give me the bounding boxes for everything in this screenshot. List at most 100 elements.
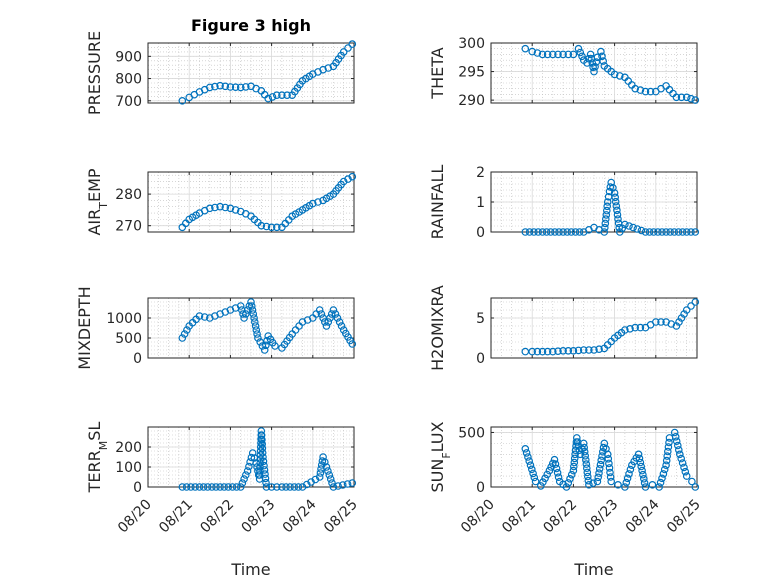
data-point bbox=[228, 483, 237, 491]
data-point bbox=[333, 314, 342, 322]
data-point bbox=[236, 83, 245, 92]
data-point bbox=[571, 450, 579, 459]
subplot-1: 700 800 900 PRESSURE Figure 3 high bbox=[85, 16, 357, 115]
data-point bbox=[338, 481, 347, 489]
y-tick-label: 5 bbox=[476, 311, 485, 327]
data-point bbox=[554, 347, 562, 356]
data-point bbox=[278, 483, 286, 491]
data-point bbox=[691, 96, 700, 104]
data-point bbox=[267, 223, 276, 232]
y-tick-label: 0 bbox=[476, 480, 485, 496]
data-point bbox=[612, 202, 621, 210]
data-point bbox=[602, 211, 611, 219]
data-point bbox=[258, 342, 267, 350]
data-point bbox=[538, 347, 547, 356]
data-point bbox=[262, 341, 270, 350]
data-point bbox=[595, 345, 603, 354]
y-tick-label: 290 bbox=[458, 93, 485, 109]
data-point bbox=[317, 310, 326, 318]
data-point bbox=[615, 72, 624, 80]
data-point bbox=[220, 483, 229, 491]
data-point bbox=[533, 49, 542, 57]
data-point bbox=[614, 215, 622, 223]
data-point bbox=[567, 470, 576, 479]
subplot-3: 270 280 AIRTEMP bbox=[85, 168, 357, 236]
data-point bbox=[543, 347, 552, 356]
data-point bbox=[631, 84, 640, 93]
y-axis-label: H2OMIXRA bbox=[428, 285, 447, 371]
data-point bbox=[637, 226, 646, 235]
data-point bbox=[239, 310, 247, 318]
data-point bbox=[586, 50, 595, 59]
data-point bbox=[614, 480, 622, 489]
y-tick-label: 300 bbox=[458, 36, 485, 52]
data-point bbox=[251, 322, 260, 330]
y-tick-label: 500 bbox=[458, 425, 485, 441]
x-axis-label: Time bbox=[230, 560, 270, 579]
data-point bbox=[521, 228, 530, 236]
x-tick-label: 08/23 bbox=[239, 497, 279, 537]
data-point bbox=[607, 477, 616, 486]
data-point bbox=[550, 455, 559, 464]
data-point bbox=[248, 449, 257, 457]
data-point bbox=[236, 483, 245, 491]
data-point bbox=[662, 456, 671, 465]
data-point bbox=[562, 483, 571, 491]
data-point bbox=[344, 44, 352, 52]
data-point bbox=[203, 483, 212, 491]
x-tick-label: 08/21 bbox=[499, 497, 539, 537]
data-point bbox=[335, 318, 344, 326]
data-point bbox=[625, 222, 633, 230]
data-point bbox=[324, 467, 332, 475]
data-point bbox=[327, 310, 336, 318]
data-point bbox=[583, 468, 592, 477]
subplot-2: 290 295 300 THETA bbox=[428, 36, 700, 109]
data-point bbox=[570, 458, 579, 467]
data-point bbox=[221, 203, 230, 212]
data-point bbox=[262, 483, 271, 491]
data-point bbox=[256, 338, 265, 346]
data-point bbox=[183, 326, 191, 334]
data-point bbox=[655, 483, 664, 491]
data-point bbox=[178, 334, 187, 342]
data-point bbox=[682, 228, 691, 236]
data-point bbox=[554, 50, 562, 59]
data-point bbox=[613, 206, 621, 215]
data-point bbox=[260, 461, 268, 470]
data-point bbox=[528, 47, 537, 56]
data-point bbox=[638, 466, 646, 475]
data-point bbox=[272, 223, 281, 232]
data-point bbox=[308, 199, 317, 208]
data-point bbox=[254, 334, 262, 342]
y-tick-label: 500 bbox=[115, 331, 142, 347]
data-point bbox=[257, 221, 266, 230]
data-point bbox=[634, 450, 643, 459]
data-point bbox=[524, 453, 532, 461]
data-point bbox=[678, 459, 687, 467]
data-point bbox=[636, 323, 645, 332]
data-point bbox=[252, 326, 261, 334]
data-point bbox=[206, 83, 214, 92]
data-point bbox=[195, 312, 204, 320]
data-point bbox=[574, 44, 583, 53]
data-point bbox=[255, 471, 264, 479]
data-point bbox=[691, 228, 700, 236]
y-axis-label: RAINFALL bbox=[428, 165, 447, 240]
data-point bbox=[314, 198, 322, 206]
data-point bbox=[200, 313, 209, 321]
data-point bbox=[559, 346, 567, 355]
data-point bbox=[320, 318, 329, 326]
data-point bbox=[242, 310, 250, 318]
data-point bbox=[639, 474, 648, 483]
data-point bbox=[659, 470, 668, 478]
y-tick-label: 2 bbox=[476, 165, 485, 181]
data-point bbox=[319, 453, 327, 461]
data-point bbox=[610, 70, 619, 79]
data-point bbox=[582, 460, 591, 468]
data-point bbox=[553, 468, 562, 477]
data-point bbox=[574, 346, 583, 355]
data-point bbox=[654, 228, 662, 236]
